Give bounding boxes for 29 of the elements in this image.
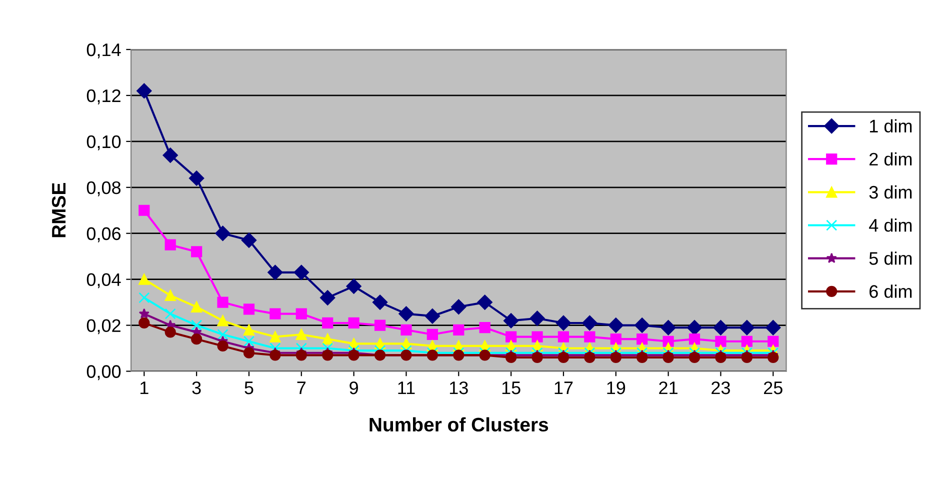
x-tick-label: 19	[607, 381, 626, 394]
y-tick-label: 0,12	[86, 89, 120, 104]
y-tick-label: 0,10	[86, 135, 121, 150]
legend-label: 1 dim	[870, 119, 912, 133]
x-tick-label: 3	[192, 381, 201, 394]
y-tick-label: 0,14	[86, 43, 121, 58]
x-axis-title: Number of Clusters	[370, 417, 548, 432]
legend-label: 4 dim	[869, 218, 912, 232]
x-tick-label: 11	[398, 382, 415, 394]
legend-label: 3 dim	[869, 185, 912, 199]
x-tick-label: 23	[712, 381, 730, 394]
y-tick-label: 0,04	[86, 273, 121, 288]
x-tick-label: 9	[350, 381, 358, 394]
x-tick-label: 25	[764, 381, 782, 394]
x-tick-label: 17	[554, 382, 573, 394]
x-tick-label: 5	[244, 382, 254, 394]
y-tick-label: 0,02	[86, 319, 120, 334]
x-tick-label: 13	[450, 381, 468, 394]
y-tick-label: 0,08	[86, 181, 121, 196]
legend-label: 2 dim	[870, 152, 912, 166]
x-tick-label: 7	[297, 382, 306, 394]
legend-label: 5 dim	[869, 252, 912, 265]
y-tick-label: 0,00	[86, 365, 121, 380]
x-tick-label: 15	[502, 382, 520, 394]
y-axis-title: RMSE	[52, 183, 66, 238]
x-tick-label: 1	[140, 382, 148, 394]
x-tick-label: 21	[659, 381, 678, 394]
legend-label: 6 dim	[870, 284, 912, 298]
y-tick-label: 0,06	[86, 227, 121, 242]
